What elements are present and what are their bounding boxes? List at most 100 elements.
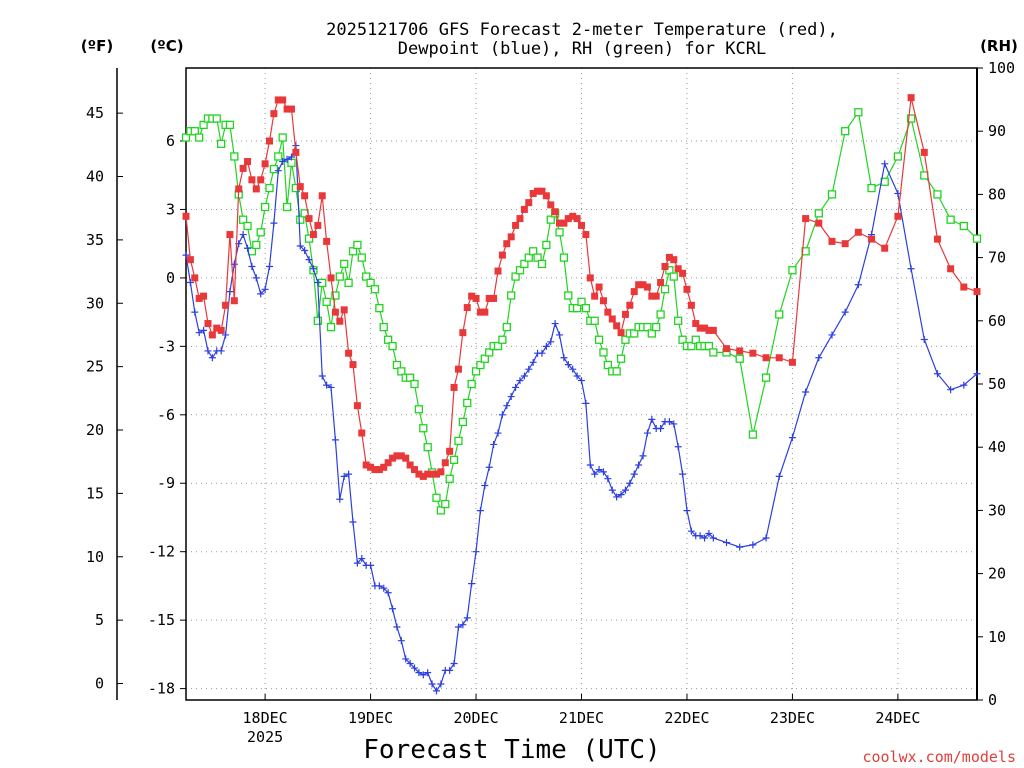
dewpoint-point	[358, 555, 366, 563]
dewpoint-point	[389, 605, 397, 613]
temperature-point	[446, 447, 454, 455]
rh-point	[511, 272, 520, 281]
dewpoint-point	[841, 308, 849, 316]
dewpoint-point	[679, 470, 687, 478]
temperature-point	[696, 324, 704, 332]
dewpoint-point	[723, 539, 731, 547]
temperature-point	[683, 285, 691, 293]
dewpoint-point	[683, 507, 691, 515]
temperature-point	[538, 187, 546, 195]
rh-point	[217, 139, 226, 148]
temperature-point	[525, 199, 533, 207]
rh-point	[502, 322, 511, 332]
temperature-point	[397, 452, 405, 460]
celsius-tick-label: 3	[166, 200, 175, 218]
temperature-point	[472, 294, 480, 302]
temperature-point	[283, 105, 291, 113]
temperature-point	[248, 176, 256, 184]
dewpoint-point	[749, 541, 757, 549]
dewpoint-point	[881, 160, 889, 168]
rh-point	[225, 120, 235, 130]
temperature-point	[389, 454, 397, 462]
rh-point	[190, 127, 199, 136]
x-tick-label: 20DEC	[453, 709, 498, 727]
rh-point	[643, 322, 652, 332]
rh-point	[493, 341, 503, 351]
dewpoint-point	[520, 372, 528, 380]
rh-point	[507, 291, 516, 300]
rh-point	[647, 329, 656, 338]
temperature-point	[960, 283, 968, 291]
rh-point	[436, 506, 446, 515]
temperature-point	[635, 281, 643, 289]
series-layer	[181, 94, 982, 695]
temperature-point	[345, 349, 353, 357]
rh-point	[735, 354, 744, 363]
temperature-point	[485, 294, 493, 302]
temperature-point	[529, 189, 537, 197]
dewpoint-point	[432, 687, 440, 695]
temperature-point	[516, 215, 524, 223]
rh-point	[581, 304, 591, 313]
temperature-point	[428, 470, 436, 478]
temperature-point	[411, 466, 419, 474]
temperature-point	[802, 215, 810, 223]
dewpoint-point	[419, 671, 427, 679]
dewpoint-point	[367, 561, 375, 569]
temperature-point	[481, 308, 489, 316]
temperature-point	[301, 192, 309, 200]
dewpoint-point	[595, 466, 603, 474]
dewpoint-point	[498, 411, 506, 419]
fahrenheit-tick-label: 0	[95, 675, 104, 693]
temperature-point	[490, 294, 498, 302]
fahrenheit-tick-label: 25	[86, 358, 104, 376]
rh-point	[854, 108, 863, 117]
rh-tick-label: 90	[988, 122, 1006, 140]
fahrenheit-tick-label: 40	[86, 168, 104, 186]
dewpoint-point	[195, 329, 203, 337]
dewpoint-point	[828, 331, 836, 339]
temperature-point	[424, 470, 432, 478]
dewpoint-point	[340, 472, 348, 480]
temperature-point	[670, 256, 678, 264]
temperature-point	[775, 354, 783, 362]
rh-point	[555, 228, 564, 237]
rh-point	[344, 278, 353, 288]
rh-point	[959, 221, 968, 231]
dewpoint-point	[529, 358, 537, 366]
x-tick-label: 22DEC	[664, 709, 709, 727]
dewpoint-point	[252, 274, 260, 282]
dewpoint-point	[933, 370, 941, 378]
rh-point	[432, 493, 441, 502]
dewpoint-point	[384, 589, 392, 597]
temperature-point	[191, 274, 199, 282]
temperature-point	[182, 212, 190, 220]
dewpoint-point	[538, 349, 546, 357]
dewpoint-point	[582, 399, 590, 407]
rh-point	[269, 164, 279, 174]
temperature-point	[314, 221, 322, 229]
rh-point	[467, 379, 476, 389]
rh-point	[471, 367, 481, 376]
dewpoint-point	[494, 429, 502, 437]
temperature-point	[604, 308, 612, 316]
temperature-point	[468, 292, 476, 300]
fahrenheit-tick-label: 15	[86, 484, 104, 502]
rh-point	[704, 341, 714, 351]
dewpoint-point	[485, 463, 493, 471]
dewpoint-point	[406, 659, 414, 667]
temperature-point	[512, 221, 520, 229]
rh-point	[946, 215, 955, 224]
temperature-point	[239, 164, 247, 172]
rh-point	[652, 322, 661, 332]
temperature-point	[591, 292, 599, 300]
temperature-point	[762, 354, 770, 362]
rh-point	[520, 259, 529, 269]
rh-point	[331, 291, 340, 300]
temperature-point	[261, 160, 269, 168]
temperature-point	[270, 110, 278, 118]
dewpoint-point	[569, 365, 577, 373]
dewpoint-point	[556, 331, 564, 339]
rh-point	[748, 430, 758, 439]
